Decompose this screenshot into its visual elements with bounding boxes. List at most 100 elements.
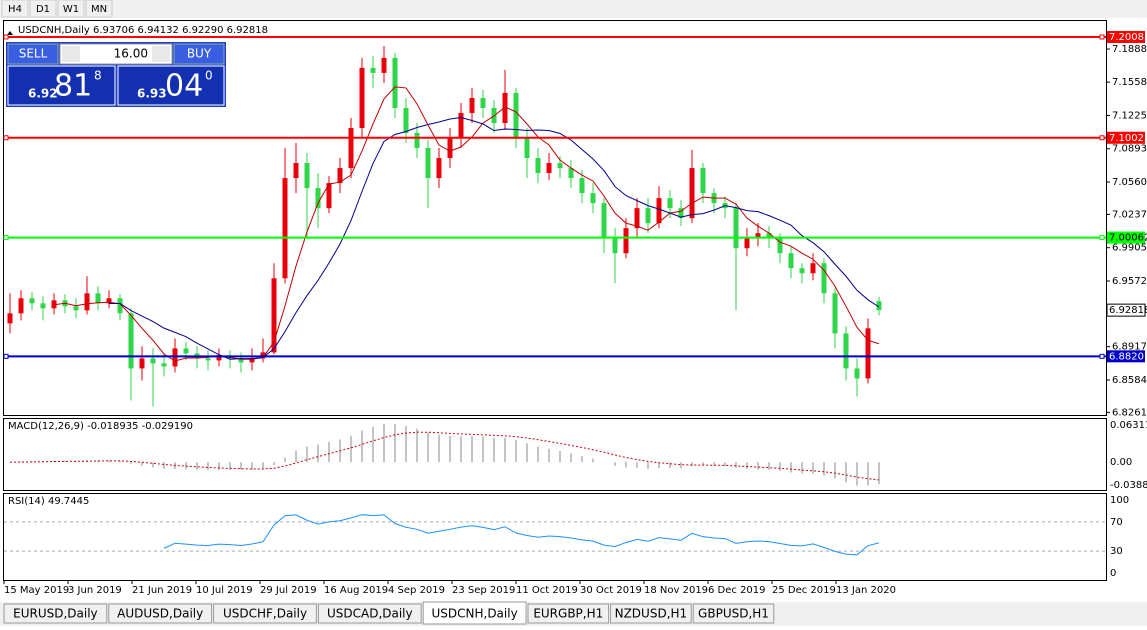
candle-body <box>678 208 684 219</box>
candle-body <box>337 168 343 184</box>
rsi-line <box>163 514 880 556</box>
candle-body <box>634 208 640 229</box>
price-label: 6.92818 <box>1109 305 1147 316</box>
y-tick-label: 7.0893 <box>1112 144 1147 155</box>
candle-body <box>18 298 24 314</box>
candle-body <box>7 313 13 324</box>
chart-icon <box>7 31 13 35</box>
y-tick-label: 7.02375 <box>1112 209 1147 220</box>
candle-body <box>304 163 310 189</box>
candle-body <box>381 57 387 73</box>
chart-tab[interactable] <box>3 603 108 624</box>
timeframe-button[interactable] <box>1 0 29 18</box>
candle-body <box>744 238 750 249</box>
timeframe-button[interactable] <box>85 0 113 18</box>
candle-body <box>876 301 882 311</box>
chart-tab[interactable] <box>213 603 317 624</box>
candle-body <box>480 97 486 108</box>
bid-small: 8 <box>94 69 102 83</box>
buy-button[interactable] <box>173 43 225 65</box>
candle-body <box>799 268 805 274</box>
y-tick-label: 6.99050 <box>1112 243 1147 254</box>
timeframe-label: H4 <box>8 4 22 15</box>
level-label-bg <box>1107 131 1145 144</box>
candle-body <box>821 263 827 294</box>
level-handle <box>3 235 9 241</box>
candle-body <box>392 57 398 108</box>
candle-body <box>403 107 409 134</box>
candle-body <box>766 233 772 239</box>
y-tick-label: 6.85845 <box>1112 375 1147 386</box>
level-label: 6.88207 <box>1109 351 1147 362</box>
chart-tab[interactable] <box>610 603 692 624</box>
y-tick-label: 6.89170 <box>1112 342 1147 353</box>
x-tick-label: 4 Sep 2019 <box>388 585 445 596</box>
volume-input[interactable] <box>59 43 173 65</box>
level-label-bg <box>1107 350 1145 363</box>
moving-average <box>109 116 880 360</box>
chart-tab-label: AUDUSD,Daily <box>117 607 203 621</box>
spin-up[interactable] <box>152 46 170 62</box>
chart-tab-label: EURUSD,Daily <box>13 607 98 621</box>
candle-body <box>29 298 35 304</box>
candle-body <box>205 358 211 361</box>
candle-body <box>755 233 761 239</box>
timeframe-button[interactable] <box>57 0 85 18</box>
chart-tab[interactable] <box>692 603 775 624</box>
rsi-tick-label: 100 <box>1110 495 1129 506</box>
y-tick-label: 7.12255 <box>1112 110 1147 121</box>
chart-title: USDCNH,Daily 6.93706 6.94132 6.92290 6.9… <box>18 25 268 36</box>
moving-average <box>53 86 880 362</box>
level-handle <box>3 34 9 40</box>
candle-body <box>447 138 453 159</box>
sell-label: SELL <box>19 47 48 61</box>
candle-body <box>524 138 530 159</box>
rsi-panel <box>3 493 1107 581</box>
timeframe-button[interactable] <box>29 0 57 18</box>
trade-panel: SELL 16.00 BUY 6.92 81 8 6.93 04 0 <box>6 42 226 107</box>
level-label: 7.20085 <box>1109 32 1147 43</box>
candle-body <box>249 358 255 363</box>
x-tick-label: 13 Jan 2020 <box>836 585 896 596</box>
rsi-tick-label: 30 <box>1110 546 1123 557</box>
candle-body <box>854 368 860 379</box>
chart-tab[interactable] <box>422 601 527 625</box>
candle-body <box>689 168 695 219</box>
x-tick-label: 30 Oct 2019 <box>580 585 642 596</box>
x-tick-label: 10 Jul 2019 <box>196 585 253 596</box>
candle-body <box>370 67 376 73</box>
chart-tab-label: USDCHF,Daily <box>223 607 307 621</box>
macd-tick-label: 0.063113 <box>1110 420 1147 431</box>
level-label: 7.00062 <box>1109 233 1147 244</box>
chart-tab-label: EURGBP,H1 <box>533 607 603 621</box>
macd-signal <box>9 431 880 481</box>
candle-body <box>535 158 541 174</box>
candle-body <box>238 358 244 363</box>
spin-down[interactable] <box>62 46 80 62</box>
x-tick-label: 25 Dec 2019 <box>772 585 836 596</box>
candle-body <box>656 198 662 224</box>
candle-body <box>546 163 552 174</box>
chart-tab[interactable] <box>527 603 610 624</box>
x-tick-label: 23 Sep 2019 <box>452 585 515 596</box>
rsi-tick-label: 70 <box>1110 517 1123 528</box>
chart-tab[interactable] <box>108 603 213 624</box>
chart-tab-label: NZDUSD,H1 <box>615 607 688 621</box>
sell-button[interactable] <box>7 43 59 65</box>
level-label: 7.10023 <box>1109 133 1147 144</box>
level-handle <box>1099 34 1105 40</box>
candle-body <box>700 168 706 194</box>
candle-body <box>106 298 112 304</box>
ask-main: 04 <box>165 69 203 104</box>
candle-body <box>777 238 783 254</box>
macd-label: MACD(12,26,9) -0.018935 -0.029190 <box>8 421 193 432</box>
macd-tick-label: -0.03887 <box>1110 480 1147 491</box>
candle-body <box>832 293 838 334</box>
candle-body <box>282 178 288 279</box>
rsi-label: RSI(14) 49.7445 <box>8 496 89 507</box>
chart-tab[interactable] <box>317 603 422 624</box>
buy-quote[interactable] <box>117 65 225 106</box>
sell-quote[interactable] <box>7 65 116 106</box>
candle-body <box>117 298 123 314</box>
